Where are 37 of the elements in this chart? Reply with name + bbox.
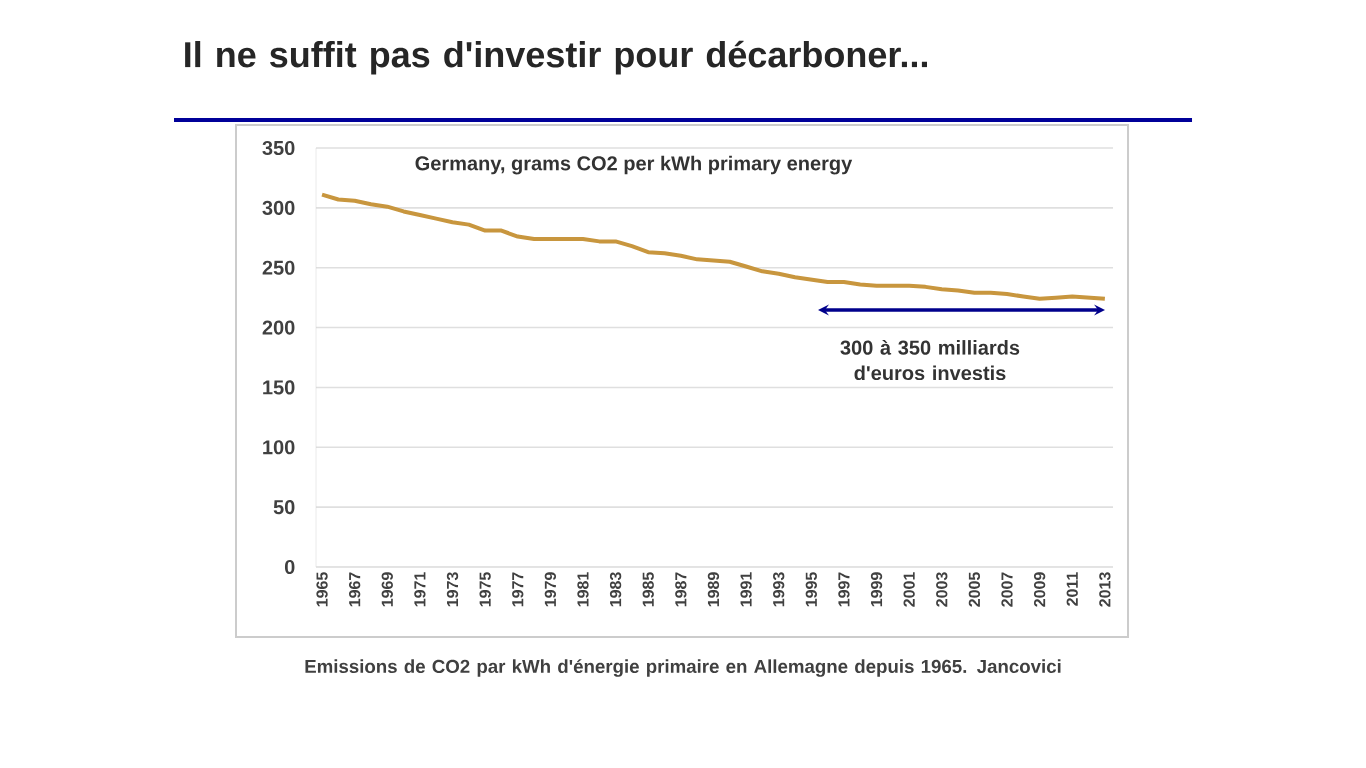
x-tick-label: 2011	[1066, 572, 1078, 606]
x-tick-label: 2005	[968, 572, 981, 607]
text: Emissions de CO2 par kWh d'énergie primaire en Allemagne depuis 1965. Jancovici	[305, 659, 1061, 677]
x-tick-label: 1967	[349, 572, 361, 607]
x-tick-label: 1995	[805, 572, 817, 607]
x-tick-label: 1971	[414, 572, 426, 607]
y-tick-label: 50	[273, 500, 295, 515]
x-tick-label: 1977	[512, 572, 524, 607]
y-tick-label: 0	[284, 559, 295, 575]
x-tick-label: 1975	[479, 572, 491, 607]
y-tick-label: 150	[263, 380, 295, 395]
x-tick-label: 1999	[870, 572, 883, 607]
y-tick-label: 100	[263, 440, 295, 455]
x-tick-label: 1985	[642, 572, 654, 607]
x-tick-label: 1987	[675, 572, 687, 607]
x-tick-label: 2003	[936, 572, 948, 607]
x-tick-label: 1993	[773, 572, 785, 607]
y-tick-label: 250	[262, 260, 295, 275]
x-tick-label: 1965	[316, 572, 328, 607]
chart-subtitle: Germany, grams CO2 per kWh primary energy	[415, 155, 853, 175]
x-tick-label: 2009	[1033, 572, 1046, 607]
x-tick-label: 2001	[903, 572, 915, 607]
x-tick-label: 1983	[609, 572, 622, 607]
y-tick-label: 300	[262, 200, 295, 215]
x-tick-label: 1979	[544, 572, 557, 607]
x-tick-label: 2007	[1001, 572, 1013, 607]
y-tick-label: 200	[262, 320, 295, 335]
x-tick-label: 1991	[740, 572, 752, 607]
annotation: 300 à 350 milliards d'euros investis	[840, 339, 1020, 381]
x-tick-label: 1981	[577, 572, 589, 607]
x-tick-label: 1969	[381, 572, 393, 607]
chart-title: Il ne suffit pas d'investir pour décarboner...	[185, 40, 927, 75]
x-tick-label: 2013	[1099, 572, 1111, 607]
x-tick-label: 1989	[707, 572, 720, 607]
x-tick-label: 1973	[446, 572, 459, 607]
x-tick-label: 1997	[838, 572, 850, 607]
y-tick-label: 350	[262, 140, 295, 156]
